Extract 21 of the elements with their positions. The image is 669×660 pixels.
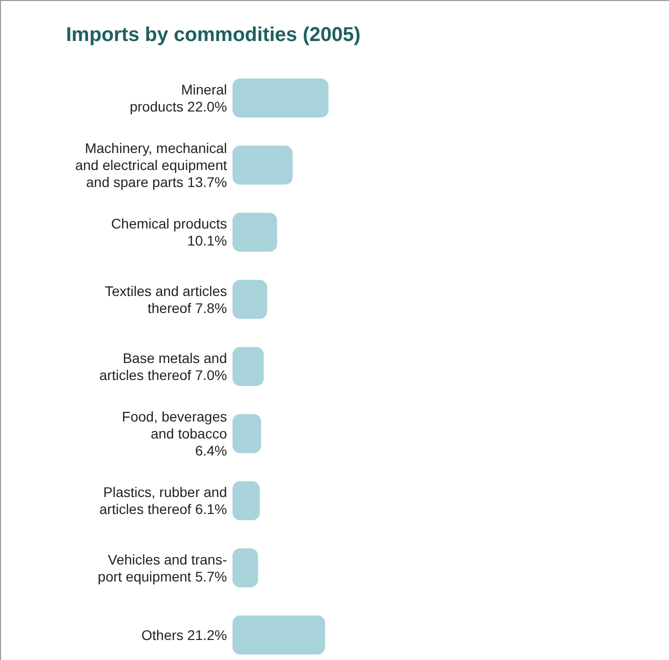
category-label: Textiles and articles thereof 7.8% [104,282,227,316]
bar [232,280,268,319]
bar [232,347,264,386]
bar [232,78,328,118]
category-label: Base metals and articles thereof 7.0% [99,350,227,383]
bar [232,146,293,185]
y-tick-label: Food, beverages and tobacco [122,408,228,442]
bar [232,616,326,654]
bar [232,481,260,520]
category-label: Mineral products 22.0% [130,81,227,114]
category-label: Others 21.2% [141,626,227,643]
category-label: Machinery, mechanical and electrical equipment and spare parts 13.7% [75,140,227,190]
data-label: 10.1% [187,232,227,249]
bar [232,414,262,454]
category-label: Vehicles and trans- port equipment 5.7% [98,551,227,584]
bar [232,548,258,588]
y-tick-label: Chemical products [111,216,227,232]
data-label: 6.4% [195,442,227,459]
category-label: Plastics, rubber and articles thereof 6.1% [99,484,227,518]
bar [232,212,278,252]
chart-title: Imports by commodities (2005) [66,24,361,46]
